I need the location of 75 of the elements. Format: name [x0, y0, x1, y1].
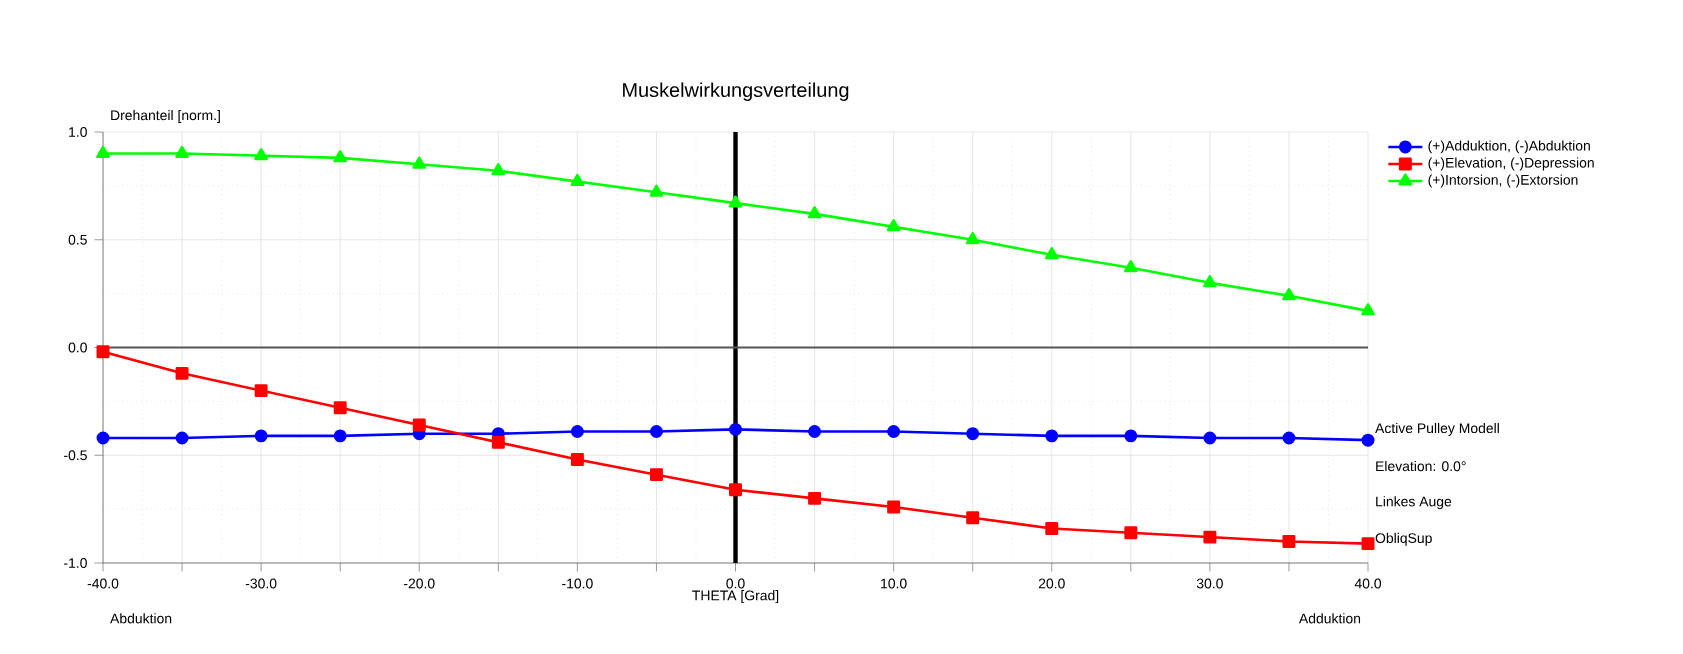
- point: [808, 491, 822, 505]
- point: [649, 468, 663, 482]
- point: [649, 184, 664, 197]
- point: [175, 366, 189, 380]
- x-tick-label: -20.0: [403, 578, 435, 589]
- point: [1282, 288, 1296, 301]
- point: [1282, 431, 1296, 445]
- legend-label: (+)Adduktion, (-)Abduktion: [1428, 140, 1590, 154]
- point: [254, 148, 268, 161]
- point: [254, 384, 268, 398]
- point: [1045, 522, 1059, 535]
- point: [333, 401, 347, 415]
- point: [1124, 429, 1138, 443]
- text: Linkes Auge: [1376, 496, 1452, 510]
- x-tick-label: 10.0: [881, 578, 907, 589]
- point: [966, 427, 980, 441]
- x-tick-label: 0.0: [726, 578, 745, 589]
- y-tick-label: 0.0: [68, 342, 87, 353]
- point: [1361, 433, 1375, 447]
- point: [491, 163, 506, 176]
- point: [886, 219, 901, 232]
- text: Elevation: 0.0°: [1376, 460, 1466, 472]
- point: [808, 425, 822, 439]
- point: [491, 435, 505, 449]
- point: [412, 418, 426, 432]
- point: [729, 422, 742, 436]
- point: [1361, 537, 1375, 551]
- point: [96, 145, 110, 159]
- point: [1203, 431, 1217, 445]
- point: [96, 345, 110, 359]
- x-tick-label: -30.0: [245, 578, 277, 589]
- point: [649, 425, 663, 439]
- y-tick-label: 0.5: [68, 234, 87, 245]
- text: Adduktion: [1298, 613, 1361, 624]
- point: [333, 150, 348, 163]
- x-tick-label: -40.0: [87, 578, 119, 589]
- legend-label: (+)Elevation, (-)Depression: [1428, 157, 1594, 171]
- text: ObliqSup: [1375, 532, 1432, 546]
- point: [1124, 526, 1138, 540]
- point: [1044, 247, 1059, 260]
- text: Active Pulley Modell: [1375, 422, 1499, 436]
- point: [1203, 275, 1217, 288]
- point: [887, 425, 901, 439]
- y-axis-title: Drehanteil [norm.]: [111, 109, 220, 123]
- point: [96, 431, 110, 445]
- point: [1124, 260, 1138, 273]
- point: [570, 173, 585, 187]
- point: [254, 429, 268, 443]
- point: [1203, 530, 1217, 544]
- point: [966, 511, 980, 525]
- point: [175, 431, 189, 445]
- chart-title: Muskelwirkungsverteilung: [623, 82, 849, 101]
- point: [728, 195, 743, 208]
- x-tick-label: 20.0: [1038, 578, 1065, 589]
- point: [1282, 534, 1296, 548]
- point: [887, 500, 901, 514]
- point: [729, 483, 742, 497]
- point: [1361, 303, 1375, 316]
- y-tick-label: -1.0: [64, 558, 87, 568]
- point: [333, 429, 347, 443]
- point: [570, 425, 584, 439]
- x-tick-label: 40.0: [1354, 578, 1382, 589]
- y-tick-label: 1.0: [69, 127, 87, 137]
- x-tick-label: 30.0: [1196, 578, 1223, 589]
- point: [175, 145, 189, 159]
- point: [1045, 429, 1059, 443]
- x-tick-label: -10.0: [562, 578, 593, 589]
- point: [412, 156, 427, 169]
- point: [807, 206, 822, 219]
- y-tick-label: -0.5: [64, 450, 87, 461]
- legend-label: (+)Intorsion, (-)Extorsion: [1428, 174, 1578, 188]
- point: [570, 453, 584, 467]
- text: Abduktion: [110, 613, 172, 624]
- x-axis-title: THETA [Grad]: [692, 590, 779, 604]
- point: [965, 232, 980, 245]
